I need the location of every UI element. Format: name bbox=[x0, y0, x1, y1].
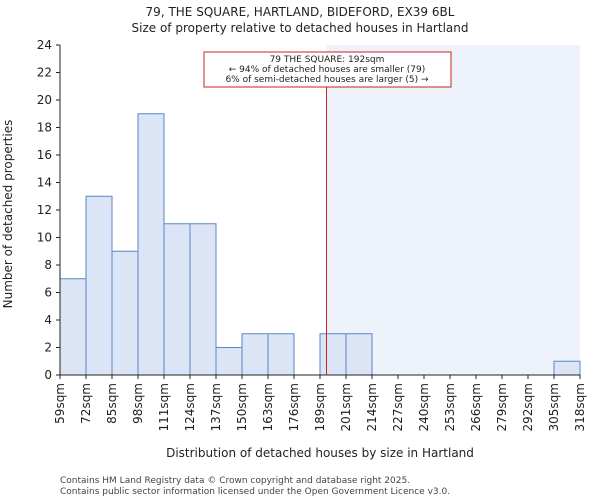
x-tick-label: 201sqm bbox=[339, 383, 353, 431]
x-tick-label: 176sqm bbox=[287, 383, 301, 431]
y-tick-label: 24 bbox=[37, 38, 52, 52]
y-tick-label: 0 bbox=[44, 368, 52, 382]
x-tick-label: 72sqm bbox=[79, 383, 93, 424]
x-tick-label: 111sqm bbox=[157, 383, 171, 431]
histogram-bar bbox=[215, 347, 243, 376]
x-tick-label: 227sqm bbox=[391, 383, 405, 431]
x-tick-label: 318sqm bbox=[573, 383, 587, 431]
y-tick-label: 18 bbox=[37, 121, 52, 135]
y-tick-label: 6 bbox=[44, 286, 52, 300]
histogram-bar bbox=[553, 360, 581, 376]
x-tick-label: 124sqm bbox=[183, 383, 197, 431]
x-tick-label: 163sqm bbox=[261, 383, 275, 431]
x-tick-label: 98sqm bbox=[131, 383, 145, 424]
histogram-bar bbox=[241, 333, 269, 376]
chart-title-line1: 79, THE SQUARE, HARTLAND, BIDEFORD, EX39… bbox=[146, 5, 455, 19]
y-tick-label: 12 bbox=[37, 203, 52, 217]
y-tick-label: 20 bbox=[37, 93, 52, 107]
histogram-bar bbox=[137, 113, 165, 376]
y-tick-label: 2 bbox=[44, 341, 52, 355]
x-tick-label: 150sqm bbox=[235, 383, 249, 431]
x-tick-label: 305sqm bbox=[547, 383, 561, 431]
x-tick-label: 253sqm bbox=[443, 383, 457, 431]
annotation-line3: 6% of semi-detached houses are larger (5… bbox=[225, 75, 429, 85]
x-tick-label: 137sqm bbox=[209, 383, 223, 431]
annotation-line1: 79 THE SQUARE: 192sqm bbox=[270, 55, 385, 65]
y-tick-label: 14 bbox=[37, 176, 52, 190]
histogram-bar bbox=[319, 333, 347, 376]
y-axis-label: Number of detached properties bbox=[1, 120, 15, 309]
x-tick-label: 292sqm bbox=[521, 383, 535, 431]
y-tick-label: 16 bbox=[37, 148, 52, 162]
chart-title-line2: Size of property relative to detached ho… bbox=[132, 21, 469, 35]
histogram-bar bbox=[85, 195, 113, 376]
footer-line2: Contains public sector information licen… bbox=[60, 487, 450, 497]
y-tick-label: 10 bbox=[37, 231, 52, 245]
histogram-bar bbox=[111, 250, 139, 376]
x-tick-label: 214sqm bbox=[365, 383, 379, 431]
footer-line1: Contains HM Land Registry data © Crown c… bbox=[60, 476, 410, 486]
histogram-bar bbox=[189, 223, 217, 376]
annotation-frame bbox=[203, 51, 452, 88]
y-tick-label: 8 bbox=[44, 258, 52, 272]
annotation-line2: ← 94% of detached houses are smaller (79… bbox=[229, 65, 426, 75]
x-tick-label: 85sqm bbox=[105, 383, 119, 424]
y-tick-label: 4 bbox=[44, 313, 52, 327]
x-tick-label: 266sqm bbox=[469, 383, 483, 431]
histogram-bar bbox=[59, 278, 87, 376]
y-tick-label: 22 bbox=[37, 66, 52, 80]
annotation-box: 79 THE SQUARE: 192sqm ← 94% of detached … bbox=[203, 51, 452, 88]
x-axis-label: Distribution of detached houses by size … bbox=[166, 446, 474, 460]
histogram-bar bbox=[267, 333, 295, 376]
larger-region-shade bbox=[326, 45, 580, 375]
histogram-bar bbox=[163, 223, 191, 376]
x-tick-label: 59sqm bbox=[53, 383, 67, 424]
x-tick-label: 189sqm bbox=[313, 383, 327, 431]
x-tick-label: 279sqm bbox=[495, 383, 509, 431]
histogram-bar bbox=[345, 333, 373, 376]
x-tick-label: 240sqm bbox=[417, 383, 431, 431]
